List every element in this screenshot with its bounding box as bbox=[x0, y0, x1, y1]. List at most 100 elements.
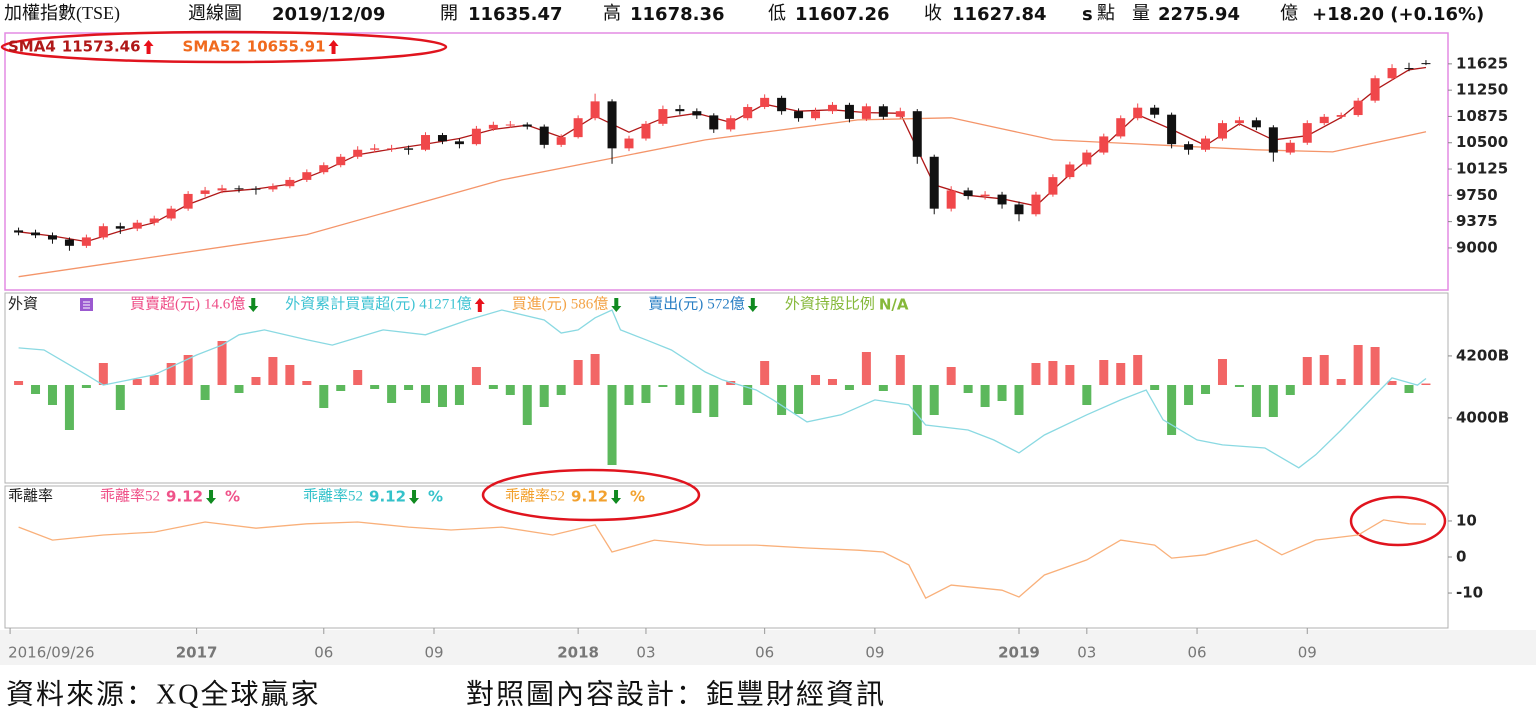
legend-label: 買進(元) bbox=[512, 295, 567, 312]
candle-body bbox=[726, 118, 736, 130]
bar bbox=[1014, 385, 1024, 415]
y-tick-label: 11250 bbox=[1456, 81, 1508, 99]
candle-body bbox=[811, 111, 821, 119]
legend-value: 572億 bbox=[707, 295, 745, 312]
header-high-label: 高 bbox=[603, 3, 621, 23]
bar bbox=[454, 385, 464, 405]
header-volume: 2275.94 bbox=[1158, 4, 1240, 25]
candle-body bbox=[64, 239, 74, 246]
bar bbox=[1268, 385, 1278, 417]
candle-body bbox=[1251, 120, 1261, 128]
bar bbox=[200, 385, 210, 400]
bar bbox=[1116, 363, 1126, 385]
candle-body bbox=[183, 193, 193, 209]
bar bbox=[1370, 347, 1380, 385]
candle-body bbox=[132, 222, 142, 229]
bar bbox=[539, 385, 549, 407]
x-axis-band bbox=[0, 630, 1536, 665]
candle-body bbox=[658, 109, 668, 124]
bar bbox=[302, 381, 312, 385]
candle-body bbox=[1099, 136, 1109, 153]
bar bbox=[811, 375, 821, 385]
candle-body bbox=[1421, 63, 1431, 65]
candle-body bbox=[675, 109, 685, 112]
candle-body bbox=[997, 194, 1007, 205]
legend-value: 11573.46 bbox=[62, 38, 141, 56]
bar bbox=[166, 363, 176, 385]
bar bbox=[658, 385, 668, 387]
legend-label: 外資持股比例 bbox=[785, 295, 875, 312]
legend-label: SMA52 bbox=[183, 38, 241, 56]
bar bbox=[488, 385, 498, 389]
header-open: 11635.47 bbox=[468, 4, 563, 25]
y-tick-label: 10875 bbox=[1456, 107, 1508, 125]
x-tick-label: 09 bbox=[865, 644, 884, 662]
bar bbox=[251, 377, 261, 385]
candle-body bbox=[47, 235, 57, 240]
candle-body bbox=[861, 106, 871, 119]
legend-label: 乖離率52 bbox=[303, 486, 363, 504]
legend-value: 41271億 bbox=[419, 295, 472, 312]
bar bbox=[760, 361, 770, 385]
header-open-label: 開 bbox=[440, 3, 458, 23]
trend-arrow bbox=[328, 40, 339, 54]
x-tick-label: 09 bbox=[424, 644, 443, 662]
bar bbox=[912, 385, 922, 435]
candle-body bbox=[963, 190, 973, 197]
legend-value: 14.6億 bbox=[204, 295, 245, 312]
bar bbox=[1082, 385, 1092, 405]
bar bbox=[946, 367, 956, 385]
bar bbox=[929, 385, 939, 415]
candle-body bbox=[929, 156, 939, 209]
candle-body bbox=[200, 190, 210, 194]
candle-body bbox=[556, 137, 566, 145]
bar bbox=[1099, 360, 1109, 385]
candle-body bbox=[115, 226, 125, 229]
candle-body bbox=[895, 111, 905, 117]
x-tick-label: 09 bbox=[1298, 644, 1317, 662]
header-high: 11678.36 bbox=[630, 4, 725, 25]
candle-body bbox=[1184, 144, 1194, 150]
candle-body bbox=[370, 148, 380, 150]
candle-body bbox=[980, 194, 990, 197]
bar bbox=[1234, 385, 1244, 387]
candle-body bbox=[166, 208, 176, 219]
candle-body bbox=[1167, 114, 1177, 145]
bar bbox=[217, 341, 227, 385]
candle-body bbox=[471, 128, 481, 145]
candle-body bbox=[1353, 100, 1363, 116]
legend-label: 賣出(元) bbox=[648, 295, 703, 312]
y-tick-label: 9750 bbox=[1456, 186, 1498, 204]
x-tick-label: 06 bbox=[314, 644, 333, 662]
bar bbox=[878, 385, 888, 391]
bar bbox=[675, 385, 685, 405]
candle-body bbox=[31, 232, 41, 236]
trend-arrow bbox=[747, 298, 758, 312]
bar bbox=[963, 385, 973, 393]
bar bbox=[47, 385, 57, 405]
legend-value: 10655.91 bbox=[247, 38, 326, 56]
bar bbox=[794, 385, 804, 414]
bar bbox=[1353, 345, 1363, 385]
bar bbox=[709, 385, 719, 417]
candle-body bbox=[234, 188, 244, 190]
foreign-panel bbox=[4, 292, 1449, 484]
bar bbox=[1133, 355, 1143, 385]
y-tick-label: 10 bbox=[1456, 511, 1477, 529]
bar bbox=[997, 385, 1007, 401]
candle-body bbox=[522, 124, 532, 127]
legend-label: 乖離率52 bbox=[505, 486, 565, 504]
y2-tick-label: 4200B bbox=[1456, 346, 1509, 364]
panel-title: 外資 bbox=[8, 295, 38, 312]
bar bbox=[556, 385, 566, 395]
header-close-label: 收 bbox=[924, 3, 942, 23]
candle-body bbox=[1014, 204, 1024, 215]
bar bbox=[268, 357, 278, 385]
trend-arrow bbox=[206, 490, 217, 504]
legend-value: 9.12 bbox=[166, 488, 203, 506]
header-volume-label: 量 bbox=[1132, 3, 1150, 23]
bar bbox=[437, 385, 447, 407]
trend-arrow bbox=[611, 490, 622, 504]
header-period: 週線圖 bbox=[188, 3, 242, 23]
